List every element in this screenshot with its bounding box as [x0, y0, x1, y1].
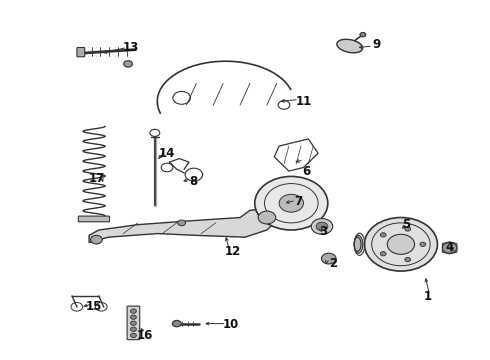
Text: 15: 15	[86, 300, 102, 313]
Circle shape	[387, 234, 415, 254]
Circle shape	[130, 309, 136, 313]
Circle shape	[360, 32, 366, 37]
Circle shape	[172, 320, 181, 327]
Circle shape	[365, 217, 438, 271]
Circle shape	[279, 194, 303, 212]
Text: 1: 1	[424, 289, 432, 303]
Circle shape	[178, 220, 186, 226]
Circle shape	[380, 233, 386, 237]
Circle shape	[321, 253, 336, 264]
Circle shape	[405, 257, 411, 262]
Text: 2: 2	[329, 257, 337, 270]
Circle shape	[258, 211, 276, 224]
Circle shape	[91, 235, 102, 244]
Text: 4: 4	[445, 241, 454, 255]
Text: 11: 11	[295, 95, 312, 108]
Polygon shape	[442, 242, 457, 254]
Ellipse shape	[337, 39, 363, 53]
Circle shape	[380, 252, 386, 256]
Text: 14: 14	[159, 147, 175, 160]
Text: 3: 3	[319, 225, 327, 238]
Ellipse shape	[354, 235, 363, 253]
Text: 17: 17	[88, 172, 104, 185]
Circle shape	[130, 327, 136, 332]
Circle shape	[255, 176, 328, 230]
Circle shape	[420, 242, 426, 247]
FancyBboxPatch shape	[78, 216, 110, 222]
Circle shape	[130, 315, 136, 319]
Text: 10: 10	[222, 318, 239, 331]
Text: 9: 9	[372, 38, 381, 51]
Circle shape	[130, 321, 136, 325]
Text: 16: 16	[137, 329, 153, 342]
Circle shape	[123, 61, 132, 67]
FancyBboxPatch shape	[77, 48, 85, 57]
Text: 12: 12	[225, 245, 241, 258]
Text: 7: 7	[294, 195, 303, 208]
Circle shape	[311, 219, 333, 234]
FancyBboxPatch shape	[127, 306, 140, 340]
Text: 6: 6	[302, 165, 310, 177]
Text: 8: 8	[190, 175, 198, 188]
Circle shape	[405, 227, 411, 231]
Circle shape	[316, 222, 328, 231]
Text: 5: 5	[402, 218, 410, 231]
Text: 13: 13	[122, 41, 139, 54]
Polygon shape	[89, 208, 274, 243]
Circle shape	[442, 243, 457, 253]
Circle shape	[130, 333, 136, 338]
